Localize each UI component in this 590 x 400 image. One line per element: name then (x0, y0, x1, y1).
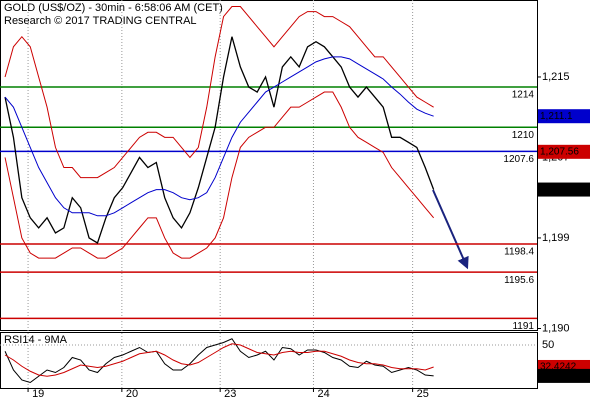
y-tick-label: 1,190 (542, 322, 570, 334)
series-line (4, 6, 434, 179)
series-line (4, 338, 434, 384)
x-tick-label: 23 (224, 388, 236, 400)
last-value-box (538, 368, 590, 383)
series-line (4, 91, 435, 259)
y-tick-label: 1,215 (542, 71, 570, 83)
rsi-title: RSI14 - 9MA (4, 334, 68, 346)
last-value-box (538, 182, 590, 197)
level-label: 1195.6 (504, 275, 534, 286)
last-value-box (538, 109, 590, 124)
series-line (4, 343, 434, 377)
forecast-arrow (432, 189, 469, 270)
level-label: 1207.6 (503, 154, 534, 165)
level-label: 1191 (512, 321, 534, 332)
x-tick-label: 19 (32, 388, 44, 400)
series-line (4, 36, 435, 244)
last-value-box (538, 144, 590, 159)
chart-subtitle: Research © 2017 TRADING CENTRAL (4, 15, 197, 27)
rsi-panel (0, 332, 538, 389)
x-tick-label: 24 (317, 388, 329, 400)
y-tick-label: 1,199 (542, 232, 570, 244)
series-line (4, 56, 434, 217)
last-value-label: 32.4242 (540, 362, 577, 373)
rsi-tick-label: 50 (542, 339, 554, 351)
price-panel (0, 0, 538, 331)
x-tick-label: 25 (417, 388, 429, 400)
last-value-label: 1,203.81 (540, 184, 579, 195)
level-label: 1210 (512, 130, 535, 141)
last-value-label: 1,211.1 (540, 111, 573, 122)
level-label: 1214 (512, 90, 535, 101)
last-value-label: 1,207.56 (540, 146, 579, 157)
chart-title: GOLD (US$/OZ) - 30min - 6:58:06 AM (CET) (4, 2, 223, 14)
x-tick-label: 20 (126, 388, 138, 400)
last-value-label: 25.2759 (540, 371, 577, 382)
level-label: 1198.4 (504, 247, 534, 258)
